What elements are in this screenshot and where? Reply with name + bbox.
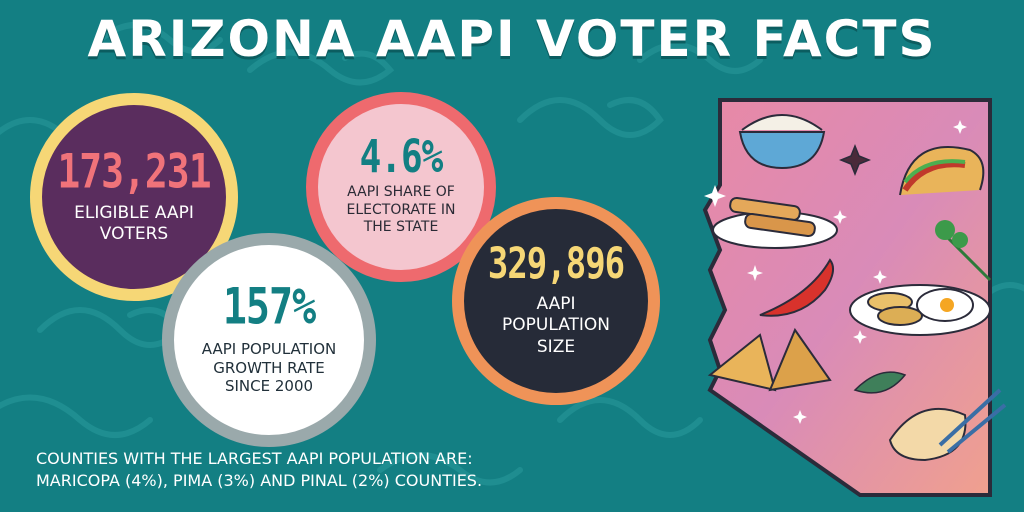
stat-label: AAPI POPULATION GROWTH RATE SINCE 2000: [201, 339, 337, 396]
stat-label: AAPI SHARE OF ELECTORATE IN THE STATE: [346, 184, 456, 236]
samosa-icon: [707, 327, 832, 392]
page-title: ARIZONA AAPI VOTER FACTS: [87, 10, 937, 68]
arizona-shape: [702, 98, 992, 497]
spring-rolls-icon: [712, 196, 838, 249]
stat-label: ELIGIBLE AAPI VOTERS: [74, 202, 194, 244]
sparkle-icons: [704, 120, 967, 424]
stat-value: 157%: [222, 278, 316, 336]
stat-label: AAPI POPULATION SIZE: [502, 294, 610, 357]
chili-pepper-icon: [759, 258, 835, 317]
dumpling-icon: [888, 388, 1007, 462]
stat-value: 329,896: [487, 239, 625, 290]
star-anise-icon: [838, 143, 872, 177]
counties-line: MARICOPA (4%), PIMA (3%) AND PINAL (2%) …: [36, 471, 483, 490]
leaf-icon: [853, 371, 907, 394]
rice-bowl-icon: [738, 114, 826, 170]
arizona-map-illustration: [702, 98, 1007, 497]
fried-egg-plate-icon: [849, 284, 991, 336]
counties-line: COUNTIES WITH THE LARGEST AAPI POPULATIO…: [36, 449, 473, 468]
stat-circle-population-size: 329,896 AAPI POPULATION SIZE: [452, 197, 660, 405]
counties-note: COUNTIES WITH THE LARGEST AAPI POPULATIO…: [36, 448, 656, 492]
cilantro-icon: [935, 220, 992, 282]
stat-value: 4.6%: [359, 132, 444, 184]
stat-circle-growth-rate: 157% AAPI POPULATION GROWTH RATE SINCE 2…: [162, 233, 376, 447]
taco-icon: [899, 146, 985, 196]
stat-value: 173,231: [57, 143, 211, 199]
